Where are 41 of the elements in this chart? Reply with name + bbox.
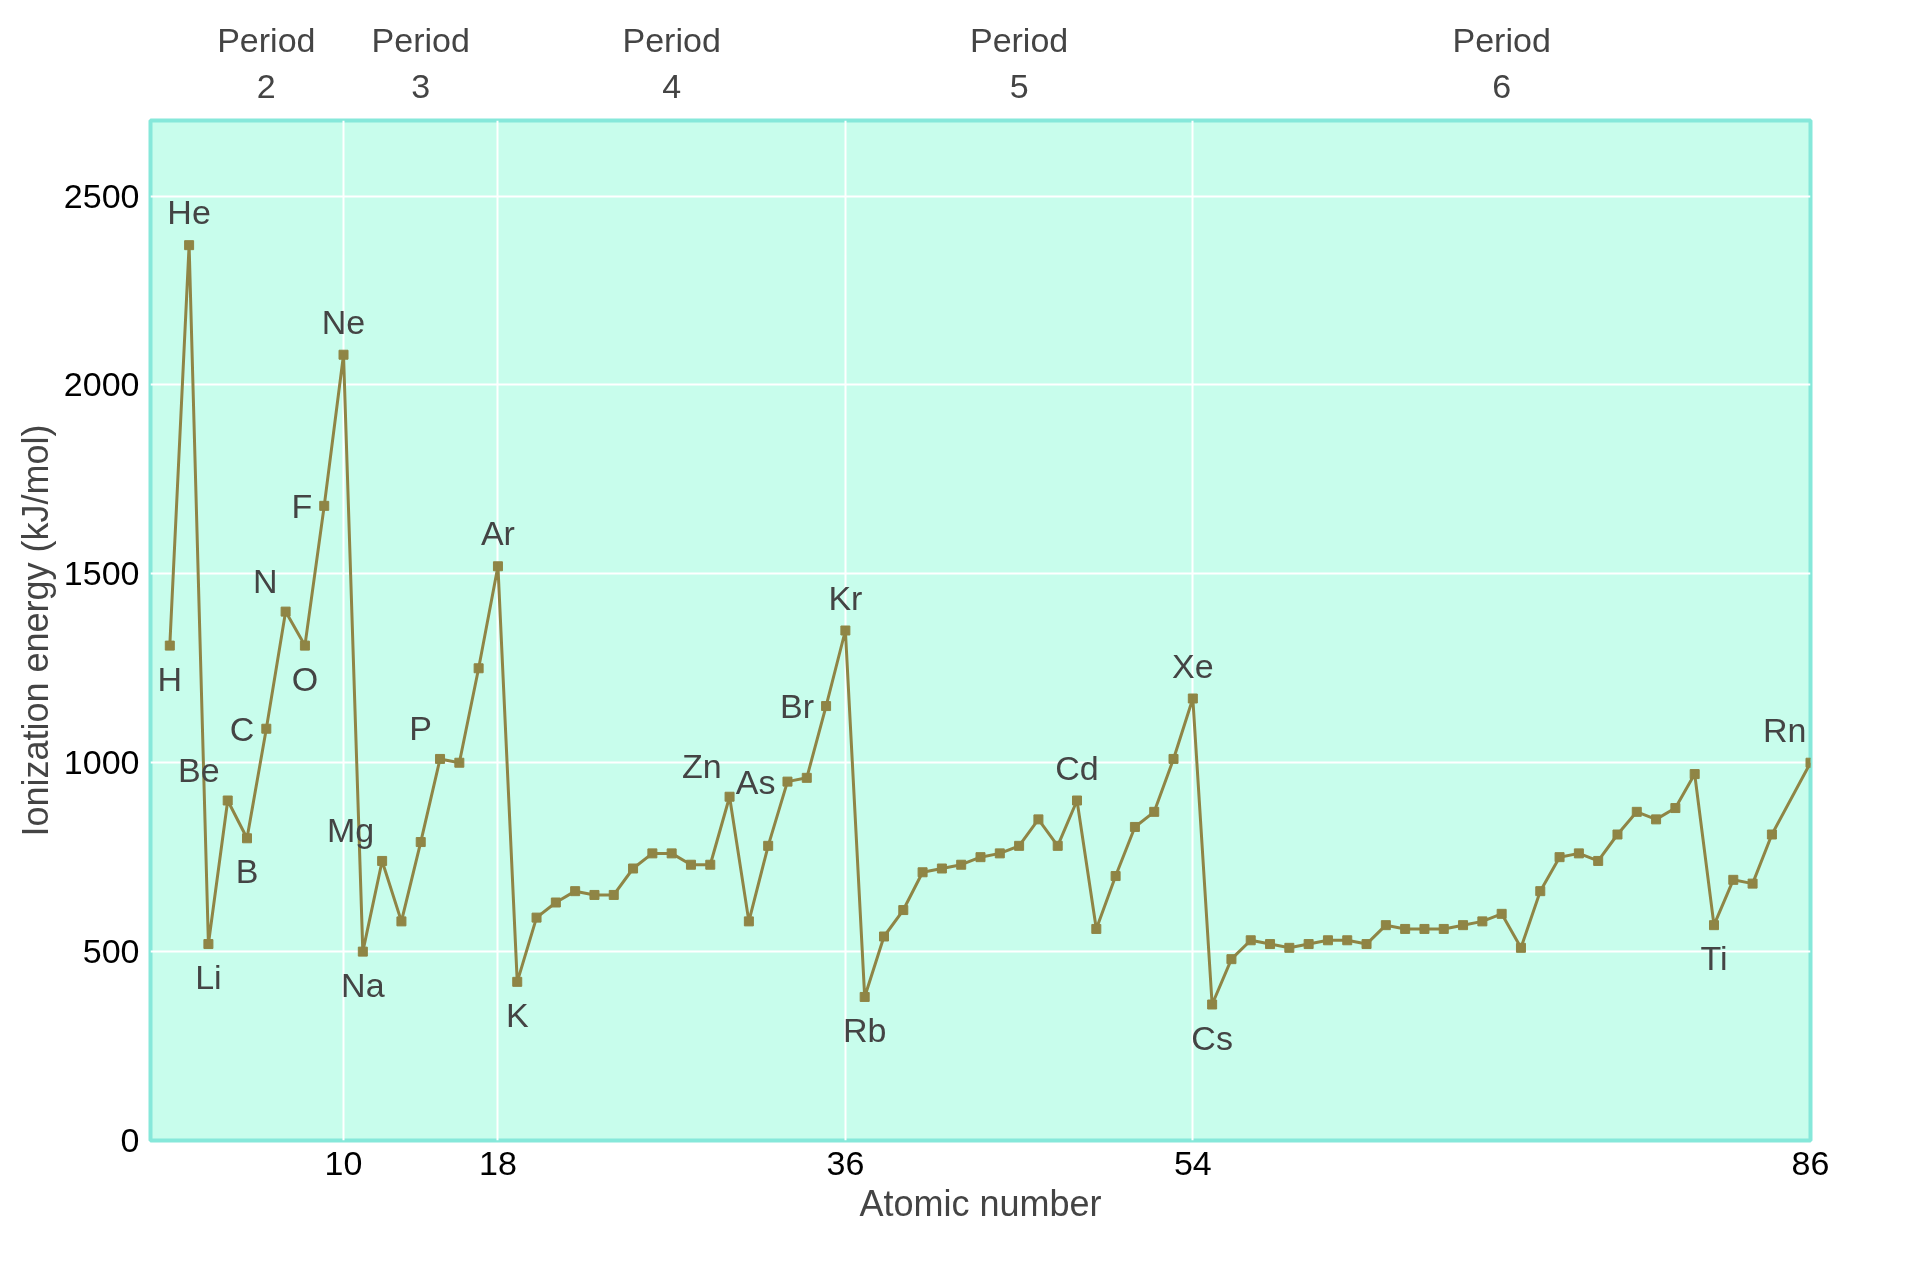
- y-tick-label: 2000: [63, 365, 140, 404]
- annotation: Ne: [321, 302, 366, 341]
- x-tick-label: 18: [479, 1143, 517, 1182]
- x-tick-label: 86: [1791, 1143, 1830, 1182]
- text: Period 6: [1452, 21, 1551, 105]
- annotation: O: [291, 659, 319, 698]
- annotation: Br: [780, 687, 815, 726]
- y-tick-label: 500: [82, 932, 140, 971]
- annotation: Xe: [1172, 646, 1214, 685]
- annotation: P: [409, 708, 433, 747]
- y-axis-title: Ionization energy (kJ/mol): [14, 424, 56, 837]
- x-tick-label: 54: [1173, 1143, 1212, 1182]
- annotation: F: [291, 486, 313, 525]
- x-axis-title: Atomic number: [859, 1182, 1102, 1224]
- x-tick-label: 10: [324, 1143, 363, 1182]
- text: Period 4: [622, 21, 721, 105]
- annotation: K: [505, 995, 529, 1034]
- y-tick-label: 2500: [63, 176, 140, 215]
- x-tick-label: 36: [826, 1143, 865, 1182]
- text: Period 3: [371, 21, 470, 105]
- annotation: B: [235, 852, 259, 891]
- annotation: H: [157, 659, 183, 698]
- y-tick-label: 1000: [63, 743, 140, 782]
- text: Period 5: [969, 21, 1069, 105]
- annotation: Kr: [828, 578, 863, 617]
- annotation: Li: [195, 958, 222, 997]
- annotation: Zn: [681, 746, 722, 785]
- annotation: Rb: [842, 1010, 887, 1049]
- annotation: N: [253, 561, 278, 600]
- y-tick-label: 1500: [63, 554, 140, 593]
- annotation: Ar: [480, 514, 515, 553]
- annotation: Cd: [1055, 748, 1099, 787]
- annotation: He: [167, 193, 211, 232]
- y-tick-label: 0: [120, 1121, 140, 1159]
- annotation: Na: [341, 965, 385, 1004]
- annotation: Ti: [1700, 939, 1728, 978]
- annotation: Rn: [1763, 710, 1807, 749]
- text: Period 2: [217, 21, 316, 105]
- annotation: C: [229, 709, 255, 748]
- annotation: Cs: [1191, 1018, 1233, 1057]
- annotation: As: [735, 762, 776, 801]
